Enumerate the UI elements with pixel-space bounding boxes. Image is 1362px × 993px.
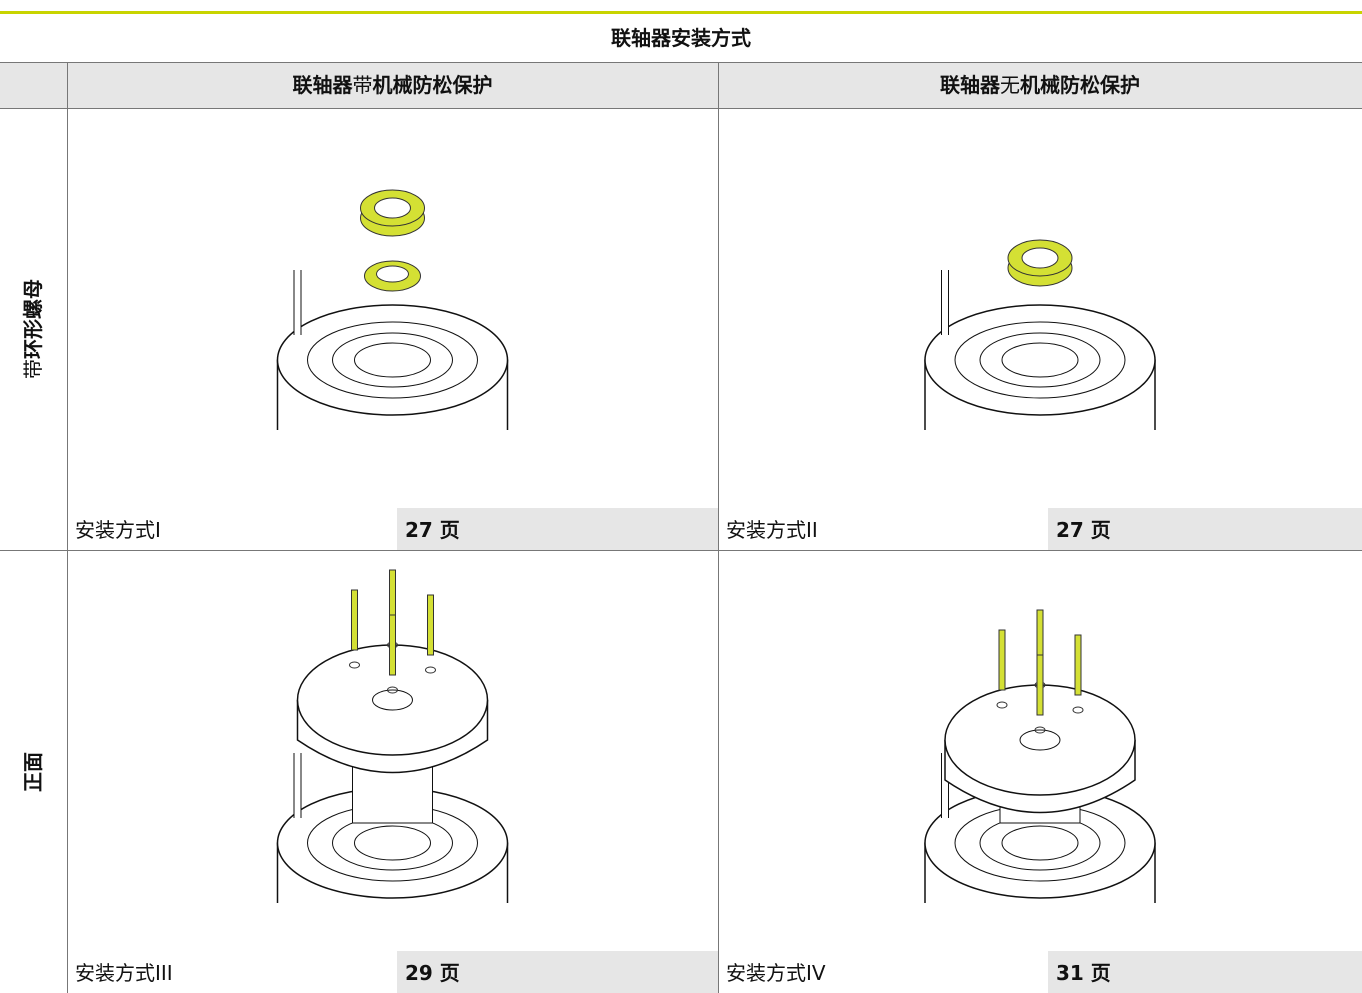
illustration xyxy=(924,239,1156,430)
column-header: 联轴器带机械防松保护 xyxy=(67,62,718,108)
page-ref: 29 页 xyxy=(405,961,460,985)
v-rule xyxy=(67,62,68,993)
page-box xyxy=(1048,951,1362,993)
illustration xyxy=(276,569,509,903)
page-ref: 27 页 xyxy=(1056,518,1111,542)
text-run: 联轴器 xyxy=(292,73,353,97)
page-box xyxy=(397,951,718,993)
caption: 安装方式IV xyxy=(726,961,826,985)
h-rule xyxy=(0,550,1362,551)
page-box xyxy=(397,508,718,550)
text-run: 带 xyxy=(352,73,373,97)
table-title: 联轴器安装方式 xyxy=(611,26,751,50)
row-label: 正面 xyxy=(18,622,48,922)
illustration xyxy=(276,189,509,430)
page-ref: 27 页 xyxy=(405,518,460,542)
caption: 安装方式I xyxy=(75,518,161,542)
text-run: 机械防松保护 xyxy=(372,73,493,97)
text-run: 环形螺母 xyxy=(21,279,45,359)
text-run: 带 xyxy=(21,359,45,379)
h-rule xyxy=(0,62,1362,63)
v-rule xyxy=(718,62,719,993)
text-run: 无 xyxy=(1000,73,1020,97)
h-rule xyxy=(0,108,1362,109)
row-label: 带环形螺母 xyxy=(18,179,48,479)
top-rule xyxy=(0,11,1362,14)
caption: 安装方式III xyxy=(75,961,173,985)
illustration xyxy=(924,609,1156,903)
page-ref: 31 页 xyxy=(1056,961,1111,985)
page-box xyxy=(1048,508,1362,550)
text-run: 机械防松保护 xyxy=(1020,73,1140,97)
header-bg xyxy=(0,62,1362,108)
text-run: 正面 xyxy=(21,751,45,792)
text-run: 联轴器 xyxy=(940,73,1000,97)
caption: 安装方式II xyxy=(726,518,818,542)
column-header: 联轴器无机械防松保护 xyxy=(718,62,1362,108)
